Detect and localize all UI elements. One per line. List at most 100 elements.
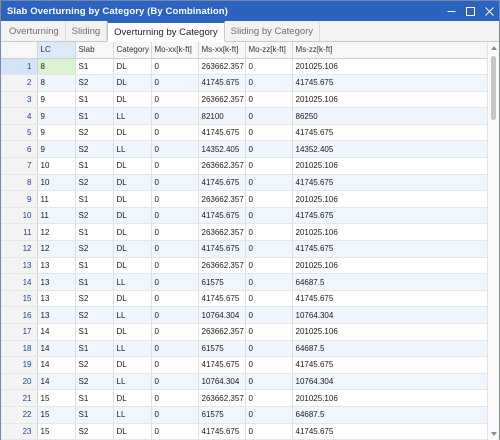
row-number[interactable]: 19 bbox=[1, 356, 38, 374]
ms-xx-cell[interactable]: 41745.675 bbox=[198, 74, 246, 92]
ms-xx-cell[interactable]: 263662.357 bbox=[198, 58, 246, 76]
row-number[interactable]: 6 bbox=[1, 140, 38, 159]
mo-zz-cell[interactable]: 0 bbox=[245, 389, 293, 407]
category-cell[interactable]: DL bbox=[113, 190, 152, 208]
table-row[interactable]: 1 8 S1 DL 0 263662.357 0 201025.106 bbox=[1, 58, 489, 76]
row-number[interactable]: 13 bbox=[1, 257, 38, 275]
minimize-button[interactable] bbox=[442, 1, 461, 21]
category-cell[interactable]: LL bbox=[113, 140, 152, 159]
lc-cell[interactable]: 8 bbox=[37, 74, 76, 92]
ms-xx-cell[interactable]: 263662.357 bbox=[198, 190, 246, 208]
mo-xx-cell[interactable]: 0 bbox=[151, 58, 199, 76]
mo-xx-cell[interactable]: 0 bbox=[151, 157, 199, 175]
ms-zz-cell[interactable]: 201025.106 bbox=[292, 157, 489, 175]
category-cell[interactable]: DL bbox=[113, 174, 152, 192]
column-header-slab[interactable]: Slab bbox=[75, 42, 114, 59]
slab-cell[interactable]: S2 bbox=[75, 174, 114, 192]
ms-xx-cell[interactable]: 41745.675 bbox=[198, 124, 246, 142]
lc-cell[interactable]: 14 bbox=[37, 373, 76, 391]
slab-cell[interactable]: S1 bbox=[75, 190, 114, 208]
mo-zz-cell[interactable]: 0 bbox=[245, 273, 293, 291]
ms-zz-cell[interactable]: 201025.106 bbox=[292, 323, 489, 341]
ms-xx-cell[interactable]: 41745.675 bbox=[198, 290, 246, 308]
mo-xx-cell[interactable]: 0 bbox=[151, 306, 199, 324]
row-number[interactable]: 10 bbox=[1, 207, 38, 225]
mo-zz-cell[interactable]: 0 bbox=[245, 124, 293, 142]
lc-cell[interactable]: 12 bbox=[37, 223, 76, 242]
category-cell[interactable]: DL bbox=[113, 91, 152, 109]
table-row[interactable]: 12 12 S2 DL 0 41745.675 0 41745.675 bbox=[1, 240, 489, 258]
ms-xx-cell[interactable]: 263662.357 bbox=[198, 91, 246, 109]
category-cell[interactable]: DL bbox=[113, 223, 152, 242]
table-row[interactable]: 7 10 S1 DL 0 263662.357 0 201025.106 bbox=[1, 157, 489, 175]
slab-cell[interactable]: S2 bbox=[75, 74, 114, 92]
mo-xx-cell[interactable]: 0 bbox=[151, 273, 199, 291]
row-number[interactable]: 9 bbox=[1, 190, 38, 208]
column-header-mo-xx[interactable]: Mo-xx[k-ft] bbox=[151, 42, 199, 59]
row-number[interactable]: 22 bbox=[1, 406, 38, 424]
slab-cell[interactable]: S2 bbox=[75, 306, 114, 324]
mo-xx-cell[interactable]: 0 bbox=[151, 207, 199, 225]
mo-zz-cell[interactable]: 0 bbox=[245, 323, 293, 341]
lc-cell[interactable]: 12 bbox=[37, 240, 76, 258]
category-cell[interactable]: DL bbox=[113, 157, 152, 175]
category-cell[interactable]: LL bbox=[113, 340, 152, 358]
table-row[interactable]: 4 9 S1 LL 0 82100 0 86250 bbox=[1, 107, 489, 125]
category-cell[interactable]: DL bbox=[113, 240, 152, 258]
mo-xx-cell[interactable]: 0 bbox=[151, 340, 199, 358]
table-row[interactable]: 21 15 S1 DL 0 263662.357 0 201025.106 bbox=[1, 389, 489, 407]
category-cell[interactable]: DL bbox=[113, 423, 152, 440]
slab-cell[interactable]: S1 bbox=[75, 273, 114, 291]
table-row[interactable]: 5 9 S2 DL 0 41745.675 0 41745.675 bbox=[1, 124, 489, 142]
slab-cell[interactable]: S2 bbox=[75, 423, 114, 440]
lc-cell[interactable]: 9 bbox=[37, 124, 76, 142]
table-row[interactable]: 18 14 S1 LL 0 61575 0 64687.5 bbox=[1, 340, 489, 358]
ms-xx-cell[interactable]: 41745.675 bbox=[198, 207, 246, 225]
ms-xx-cell[interactable]: 263662.357 bbox=[198, 323, 246, 341]
row-number[interactable]: 15 bbox=[1, 290, 38, 308]
category-cell[interactable]: LL bbox=[113, 373, 152, 391]
ms-zz-cell[interactable]: 41745.675 bbox=[292, 207, 489, 225]
ms-zz-cell[interactable]: 64687.5 bbox=[292, 340, 489, 358]
mo-zz-cell[interactable]: 0 bbox=[245, 290, 293, 308]
mo-zz-cell[interactable]: 0 bbox=[245, 174, 293, 192]
lc-cell[interactable]: 15 bbox=[37, 406, 76, 424]
mo-zz-cell[interactable]: 0 bbox=[245, 107, 293, 125]
lc-cell[interactable]: 14 bbox=[37, 340, 76, 358]
mo-xx-cell[interactable]: 0 bbox=[151, 174, 199, 192]
mo-xx-cell[interactable]: 0 bbox=[151, 124, 199, 142]
slab-cell[interactable]: S1 bbox=[75, 406, 114, 424]
row-number[interactable]: 12 bbox=[1, 240, 38, 258]
ms-xx-cell[interactable]: 61575 bbox=[198, 340, 246, 358]
ms-zz-cell[interactable]: 64687.5 bbox=[292, 406, 489, 424]
lc-cell[interactable]: 14 bbox=[37, 323, 76, 341]
category-cell[interactable]: DL bbox=[113, 207, 152, 225]
table-row[interactable]: 11 12 S1 DL 0 263662.357 0 201025.106 bbox=[1, 223, 489, 242]
mo-xx-cell[interactable]: 0 bbox=[151, 389, 199, 407]
ms-xx-cell[interactable]: 61575 bbox=[198, 406, 246, 424]
lc-cell[interactable]: 13 bbox=[37, 306, 76, 324]
row-number[interactable]: 21 bbox=[1, 389, 38, 407]
lc-cell[interactable]: 9 bbox=[37, 140, 76, 159]
category-cell[interactable]: DL bbox=[113, 58, 152, 76]
ms-xx-cell[interactable]: 263662.357 bbox=[198, 389, 246, 407]
ms-xx-cell[interactable]: 10764.304 bbox=[198, 373, 246, 391]
category-cell[interactable]: DL bbox=[113, 356, 152, 374]
table-row[interactable]: 19 14 S2 DL 0 41745.675 0 41745.675 bbox=[1, 356, 489, 374]
slab-cell[interactable]: S2 bbox=[75, 290, 114, 308]
lc-cell[interactable]: 8 bbox=[37, 58, 76, 76]
column-header-category[interactable]: Category bbox=[113, 42, 152, 59]
row-number[interactable]: 16 bbox=[1, 306, 38, 324]
row-number[interactable]: 18 bbox=[1, 340, 38, 358]
mo-zz-cell[interactable]: 0 bbox=[245, 423, 293, 440]
table-row[interactable]: 3 9 S1 DL 0 263662.357 0 201025.106 bbox=[1, 91, 489, 109]
ms-zz-cell[interactable]: 41745.675 bbox=[292, 174, 489, 192]
table-row[interactable]: 8 10 S2 DL 0 41745.675 0 41745.675 bbox=[1, 174, 489, 192]
ms-zz-cell[interactable]: 10764.304 bbox=[292, 306, 489, 324]
slab-cell[interactable]: S2 bbox=[75, 240, 114, 258]
row-number[interactable]: 20 bbox=[1, 373, 38, 391]
lc-cell[interactable]: 11 bbox=[37, 207, 76, 225]
table-row[interactable]: 13 13 S1 DL 0 263662.357 0 201025.106 bbox=[1, 257, 489, 275]
table-row[interactable]: 17 14 S1 DL 0 263662.357 0 201025.106 bbox=[1, 323, 489, 341]
slab-cell[interactable]: S2 bbox=[75, 140, 114, 159]
